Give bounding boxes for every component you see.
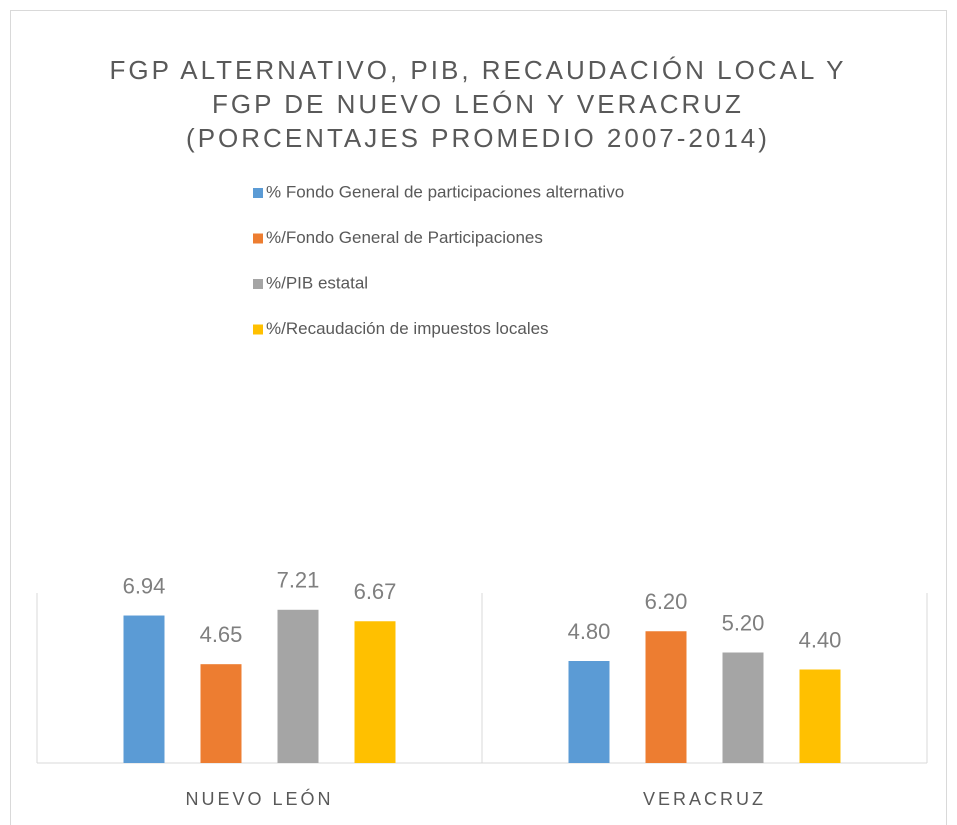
bar xyxy=(799,669,841,763)
data-label: 4.65 xyxy=(200,622,243,647)
data-label: 6.94 xyxy=(123,573,166,598)
bar xyxy=(722,652,764,763)
data-label: 6.20 xyxy=(645,589,688,614)
chart-border xyxy=(10,10,947,825)
chart-title: (PORCENTAJES PROMEDIO 2007-2014) xyxy=(186,123,770,153)
legend-label: %/Fondo General de Participaciones xyxy=(266,228,543,247)
legend-swatch xyxy=(253,188,263,198)
bar xyxy=(354,621,396,763)
data-label: 4.40 xyxy=(799,627,842,652)
chart-title: FGP DE NUEVO LEÓN Y VERACRUZ xyxy=(212,89,744,119)
data-label: 4.80 xyxy=(568,619,611,644)
legend-swatch xyxy=(253,279,263,289)
bar xyxy=(200,664,242,763)
data-label: 7.21 xyxy=(277,568,320,593)
legend-label: %/PIB estatal xyxy=(266,273,368,292)
bar xyxy=(568,661,610,763)
x-tick-label: VERACRUZ xyxy=(643,789,766,809)
legend-label: % Fondo General de participaciones alter… xyxy=(266,182,624,201)
bar xyxy=(645,631,687,763)
legend-label: %/Recaudación de impuestos locales xyxy=(266,319,549,338)
x-tick-label: NUEVO LEÓN xyxy=(185,788,333,809)
data-label: 6.67 xyxy=(354,579,397,604)
legend-swatch xyxy=(253,233,263,244)
bar xyxy=(277,609,319,763)
chart-title: FGP ALTERNATIVO, PIB, RECAUDACIÓN LOCAL … xyxy=(109,55,846,85)
data-label: 5.20 xyxy=(722,610,765,635)
bar xyxy=(123,615,165,763)
legend-swatch xyxy=(253,324,263,335)
